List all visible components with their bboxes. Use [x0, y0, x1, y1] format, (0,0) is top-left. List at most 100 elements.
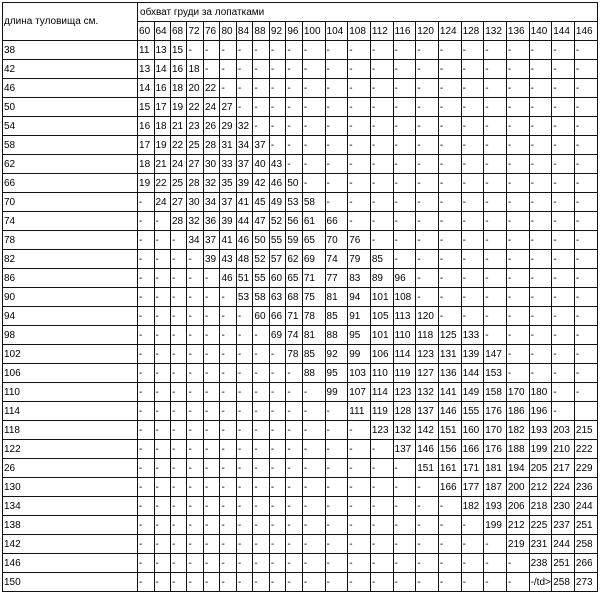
size-chart-table: длина туловища см.обхват груди за лопатк… [2, 2, 598, 592]
data-cell: 176 [484, 440, 507, 459]
data-cell: - [286, 421, 302, 440]
data-cell: - [253, 402, 269, 421]
data-cell: - [416, 478, 439, 497]
data-cell: 83 [348, 269, 371, 288]
data-cell: 101 [370, 326, 393, 345]
data-cell: 49 [269, 193, 285, 212]
data-cell: 171 [461, 459, 484, 478]
data-cell: - [574, 307, 597, 326]
data-cell: 212 [506, 516, 529, 535]
data-cell: - [325, 478, 348, 497]
row-label: 94 [3, 307, 138, 326]
data-cell: - [302, 402, 325, 421]
data-cell: - [269, 421, 285, 440]
data-cell: 85 [325, 307, 348, 326]
data-cell: 32 [236, 117, 252, 136]
data-cell: - [484, 155, 507, 174]
data-cell: - [220, 364, 236, 383]
column-header: 116 [393, 22, 416, 41]
data-cell: - [187, 421, 203, 440]
data-cell: - [416, 497, 439, 516]
data-cell: - [253, 478, 269, 497]
data-cell: - [154, 383, 170, 402]
data-cell: - [203, 535, 219, 554]
column-header: 144 [552, 22, 575, 41]
data-cell: - [416, 269, 439, 288]
data-cell: - [154, 269, 170, 288]
data-cell: 74 [286, 326, 302, 345]
data-cell: - [574, 345, 597, 364]
data-cell: - [325, 516, 348, 535]
data-cell: 37 [203, 231, 219, 250]
data-cell: - [138, 554, 154, 573]
data-cell: - [484, 41, 507, 60]
data-cell: 66 [325, 212, 348, 231]
column-header: 92 [269, 22, 285, 41]
data-cell: - [286, 402, 302, 421]
data-cell: - [236, 459, 252, 478]
data-cell: 77 [325, 269, 348, 288]
data-cell: - [236, 478, 252, 497]
data-cell: - [348, 79, 371, 98]
data-cell: 75 [302, 288, 325, 307]
data-cell: 47 [253, 212, 269, 231]
data-cell: - [236, 60, 252, 79]
data-cell: - [302, 421, 325, 440]
data-cell: - [484, 269, 507, 288]
data-cell: - [325, 60, 348, 79]
data-cell: - [370, 155, 393, 174]
data-cell: - [574, 155, 597, 174]
data-cell: - [370, 98, 393, 117]
data-cell: - [286, 60, 302, 79]
data-cell: 18 [138, 155, 154, 174]
data-cell: - [286, 98, 302, 117]
data-cell: - [187, 288, 203, 307]
data-cell: 144 [461, 364, 484, 383]
data-cell: - [348, 535, 371, 554]
data-cell: - [269, 535, 285, 554]
data-cell: 236 [574, 478, 597, 497]
data-cell: - [203, 326, 219, 345]
data-cell: - [325, 554, 348, 573]
data-cell: 34 [187, 231, 203, 250]
data-cell: - [484, 535, 507, 554]
data-cell: - [138, 364, 154, 383]
data-cell: - [220, 421, 236, 440]
data-cell: 85 [302, 345, 325, 364]
data-cell: 110 [393, 326, 416, 345]
data-cell: - [529, 288, 552, 307]
data-cell: 58 [302, 193, 325, 212]
data-cell: - [348, 117, 371, 136]
data-cell: - [370, 212, 393, 231]
data-cell: - [529, 174, 552, 193]
row-label: 26 [3, 459, 138, 478]
column-header: 88 [253, 22, 269, 41]
data-cell: - [461, 307, 484, 326]
data-cell: - [484, 326, 507, 345]
data-cell: - [416, 212, 439, 231]
data-cell: - [286, 41, 302, 60]
data-cell: - [187, 364, 203, 383]
data-cell: 41 [220, 231, 236, 250]
data-cell: 141 [438, 383, 461, 402]
data-cell: 199 [529, 440, 552, 459]
data-cell: - [370, 516, 393, 535]
data-cell: - [552, 269, 575, 288]
data-cell: - [393, 212, 416, 231]
data-cell: - [154, 459, 170, 478]
data-cell: - [506, 117, 529, 136]
row-label: 118 [3, 421, 138, 440]
data-cell: - [170, 288, 186, 307]
data-cell: - [253, 440, 269, 459]
data-cell: 110 [370, 364, 393, 383]
data-cell: - [253, 497, 269, 516]
data-cell: 193 [529, 421, 552, 440]
data-cell: - [506, 193, 529, 212]
data-cell: - [484, 212, 507, 231]
data-cell: 212 [529, 478, 552, 497]
data-cell: - [253, 554, 269, 573]
data-cell: 16 [154, 79, 170, 98]
data-cell: - [220, 288, 236, 307]
data-cell: 58 [253, 288, 269, 307]
data-cell: 59 [286, 231, 302, 250]
